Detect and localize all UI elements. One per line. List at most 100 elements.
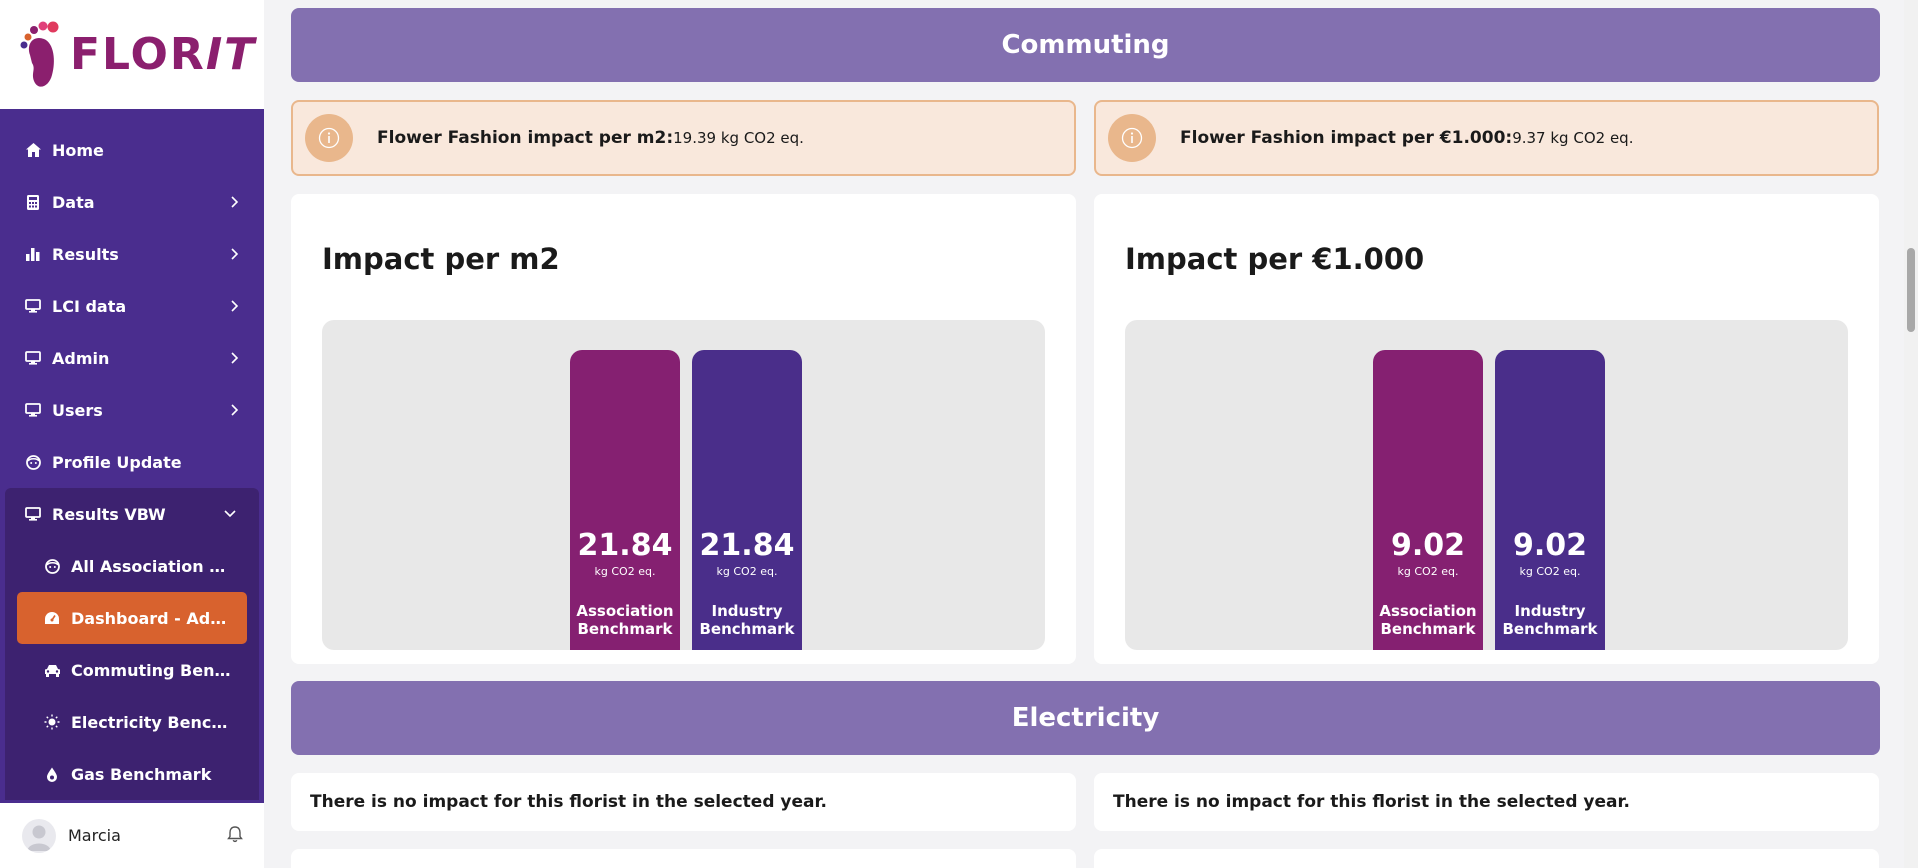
bar-unit-label: kg CO2 eq.	[716, 565, 778, 578]
sidebar-item-lci-data[interactable]: LCI data	[0, 280, 264, 332]
chevron-right-icon	[228, 299, 242, 313]
user-name: Marcia	[68, 826, 121, 845]
avatar[interactable]	[22, 818, 56, 853]
bar-unit-label: kg CO2 eq.	[1519, 565, 1581, 578]
chevron-right-icon	[228, 351, 242, 365]
sidebar-item-label: Admin	[52, 348, 110, 368]
sidebar-item-label: Dashboard - Admin	[71, 608, 231, 628]
bar-category-label: Industry Benchmark	[699, 602, 795, 638]
chart-row: Impact per m2 21.84 kg CO2 eq. Association…	[291, 194, 1880, 664]
monitor-icon	[24, 505, 42, 523]
sidebar-item-users[interactable]: Users	[0, 384, 264, 436]
monitor-icon	[24, 401, 42, 419]
bar-unit-label: kg CO2 eq.	[1397, 565, 1459, 578]
chart-title: Impact per m2	[322, 242, 560, 276]
chart-bar: 9.02 kg CO2 eq. Association Benchmark	[1373, 350, 1483, 650]
info-box-impact-eur: Flower Fashion impact per €1.000: 9.37 kg…	[1094, 100, 1879, 176]
foot-logo-icon	[16, 15, 66, 95]
info-value: 9.37 kg CO2 eq.	[1512, 129, 1634, 147]
bar-value-label: 9.02	[1390, 528, 1466, 563]
empty-message: There is no impact for this florist in t…	[291, 773, 1076, 831]
card-stub	[291, 849, 1076, 868]
monitor-icon	[24, 349, 42, 367]
sidebar-item-label: Profile Update	[52, 452, 182, 472]
sidebar-item-label: Results	[52, 244, 119, 264]
chart-bar: 9.02 kg CO2 eq. Industry Benchmark	[1495, 350, 1605, 650]
home-icon	[24, 141, 42, 159]
bell-icon[interactable]	[226, 825, 244, 847]
sidebar-item-results[interactable]: Results	[0, 228, 264, 280]
next-row	[291, 849, 1880, 868]
bar-category-label: Industry Benchmark	[1502, 602, 1598, 638]
bar-value-label: 21.84	[577, 528, 673, 563]
brand-wordmark: FLORIT	[70, 29, 257, 80]
chart-card-impact-m2: Impact per m2 21.84 kg CO2 eq. Association…	[291, 194, 1076, 664]
sidebar-item-commuting-benchmark[interactable]: Commuting Benchmark	[17, 644, 247, 696]
car-icon	[43, 661, 61, 679]
section-title: Electricity	[1011, 703, 1160, 733]
section-header-electricity: Electricity	[291, 681, 1880, 755]
sidebar-item-label: All Association Profiles	[71, 556, 231, 576]
calculator-icon	[24, 193, 42, 211]
sidebar-item-label: Users	[52, 400, 103, 420]
scrollbar-thumb[interactable]	[1907, 248, 1915, 332]
sidebar-item-label: Gas Benchmark	[71, 764, 212, 784]
user-profile-bar: Marcia	[0, 800, 264, 868]
sidebar-item-label: Results VBW	[52, 504, 166, 524]
sidebar-item-admin[interactable]: Admin	[0, 332, 264, 384]
section-title: Commuting	[1001, 30, 1170, 60]
sidebar-item-label: LCI data	[52, 296, 127, 316]
sidebar-item-electricity-benchmark[interactable]: Electricity Benchmark	[17, 696, 247, 748]
bar-chart-icon	[24, 245, 42, 263]
empty-message: There is no impact for this florist in t…	[1094, 773, 1879, 831]
info-label: Flower Fashion impact per m2:	[377, 128, 674, 148]
sidebar-item-gas-benchmark[interactable]: Gas Benchmark	[17, 748, 247, 800]
sidebar-nav: Home Data Results LCI data	[0, 109, 264, 808]
sidebar-item-home[interactable]: Home	[0, 124, 264, 176]
brand-logo[interactable]: FLORIT	[0, 0, 264, 109]
chart-bar: 21.84 kg CO2 eq. Association Benchmark	[570, 350, 680, 650]
info-row: Flower Fashion impact per m2: 19.39 kg CO…	[291, 100, 1880, 176]
info-box-impact-m2: Flower Fashion impact per m2: 19.39 kg CO…	[291, 100, 1076, 176]
chart-area: 9.02 kg CO2 eq. Association Benchmark 9.02 kg…	[1125, 320, 1848, 650]
chart-card-impact-eur: Impact per €1.000 9.02 kg CO2 eq. Associat…	[1094, 194, 1879, 664]
sidebar-item-profile-update[interactable]: Profile Update	[0, 436, 264, 488]
info-value: 19.39 kg CO2 eq.	[673, 129, 804, 147]
sidebar-item-label: Data	[52, 192, 95, 212]
bar-value-label: 9.02	[1512, 528, 1588, 563]
bar-category-label: Association Benchmark	[576, 602, 674, 638]
sidebar-item-dashboard-admin[interactable]: Dashboard - Admin	[17, 592, 247, 644]
chart-bar: 21.84 kg CO2 eq. Industry Benchmark	[692, 350, 802, 650]
chart-area: 21.84 kg CO2 eq. Association Benchmark 21.84…	[322, 320, 1045, 650]
dashboard-icon	[43, 609, 61, 627]
info-label: Flower Fashion impact per €1.000:	[1180, 128, 1513, 148]
sidebar-item-all-association-profiles[interactable]: All Association Profiles	[17, 540, 247, 592]
chevron-down-icon	[223, 507, 237, 521]
info-icon	[305, 114, 353, 162]
main-content: Commuting Flower Fashion impact per m2: 1…	[291, 8, 1880, 868]
chart-title: Impact per €1.000	[1125, 242, 1425, 276]
sidebar-item-data[interactable]: Data	[0, 176, 264, 228]
section-header-commuting: Commuting	[291, 8, 1880, 82]
sidebar: FLORIT Home Data Results LCI	[0, 0, 264, 868]
chevron-right-icon	[228, 195, 242, 209]
face-icon	[24, 453, 42, 471]
card-stub	[1094, 849, 1879, 868]
drop-icon	[43, 765, 61, 783]
bar-category-label: Association Benchmark	[1379, 602, 1477, 638]
sidebar-item-label: Commuting Benchmark	[71, 660, 231, 680]
empty-row: There is no impact for this florist in t…	[291, 773, 1880, 831]
monitor-icon	[24, 297, 42, 315]
bar-value-label: 21.84	[699, 528, 795, 563]
sidebar-item-results-vbw[interactable]: Results VBW	[5, 488, 259, 540]
bulb-icon	[43, 713, 61, 731]
face-icon	[43, 557, 61, 575]
vertical-scrollbar[interactable]	[1904, 0, 1918, 868]
sidebar-item-label: Electricity Benchmark	[71, 712, 231, 732]
sidebar-item-label: Home	[52, 140, 104, 160]
chevron-right-icon	[228, 403, 242, 417]
sidebar-group-results-vbw: Results VBW All Association Profiles Das…	[5, 488, 259, 808]
info-icon	[1108, 114, 1156, 162]
chevron-right-icon	[228, 247, 242, 261]
bar-unit-label: kg CO2 eq.	[594, 565, 656, 578]
